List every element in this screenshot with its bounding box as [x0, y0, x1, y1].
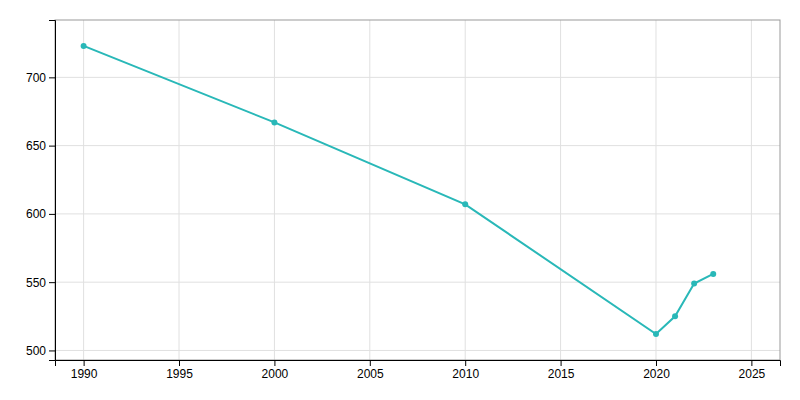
y-tick-mark — [49, 77, 55, 78]
point — [672, 313, 678, 319]
x-tick: 2000 — [262, 360, 289, 381]
chart-container: 1990 1995 2000 2005 2010 2015 2020 2025 500 550 60… — [0, 0, 800, 400]
plot: 1990 1995 2000 2005 2010 2015 2020 2025 500 550 60… — [26, 20, 781, 381]
line — [84, 46, 714, 334]
x-tick: 1995 — [166, 360, 193, 381]
x-tick: 2020 — [643, 360, 670, 381]
y-tick-label: 600 — [26, 207, 46, 221]
y-tick: 600 — [26, 207, 55, 221]
y-tick-label: 700 — [26, 71, 46, 85]
plot-frame — [55, 20, 780, 360]
y-tick-mark — [49, 350, 55, 351]
y-axis: 500 550 600 650 700 — [26, 21, 56, 361]
y-grid-line — [55, 350, 780, 351]
y-tick-mark — [49, 214, 55, 215]
x-tick: 2005 — [357, 360, 384, 381]
x-tick: 2025 — [739, 360, 766, 381]
x-tick-label: 1995 — [166, 367, 193, 381]
x-grid-line — [751, 20, 752, 360]
y-tick-mark — [49, 146, 55, 147]
y-tick: 650 — [26, 139, 55, 153]
point — [271, 119, 277, 125]
x-tick-label: 2010 — [452, 367, 479, 381]
x-tick: 1990 — [71, 360, 98, 381]
y-grid-line — [55, 282, 780, 283]
x-tick-mark — [561, 360, 562, 366]
chart: 1990 1995 2000 2005 2010 2015 2020 2025 500 550 60… — [0, 0, 800, 400]
x-tick-mark — [274, 360, 275, 366]
x-tick-mark — [656, 360, 657, 366]
x-tick-label: 1990 — [71, 367, 98, 381]
x-grid-line — [655, 20, 656, 360]
x-tick-mark — [179, 360, 180, 366]
x-grid-line — [274, 20, 275, 360]
x-tick-mark — [751, 360, 752, 366]
x-tick: 2010 — [452, 360, 479, 381]
y-axis-line — [49, 21, 56, 361]
point — [462, 201, 468, 207]
x-grid-line — [560, 20, 561, 360]
point — [710, 271, 716, 277]
x-axis: 1990 1995 2000 2005 2010 2015 2020 2025 — [56, 360, 781, 381]
point — [81, 43, 87, 49]
y-tick: 500 — [26, 344, 55, 358]
x-tick-label: 2025 — [739, 367, 766, 381]
point — [691, 281, 697, 287]
x-tick-mark — [370, 360, 371, 366]
x-tick-mark — [465, 360, 466, 366]
x-tick-mark — [84, 360, 85, 366]
x-tick-label: 2015 — [548, 367, 575, 381]
x-grid-line — [83, 20, 84, 360]
x-tick-label: 2000 — [262, 367, 289, 381]
y-tick-label: 650 — [26, 139, 46, 153]
y-tick-label: 550 — [26, 276, 46, 290]
grid — [55, 20, 780, 360]
x-grid-line — [465, 20, 466, 360]
y-tick-label: 500 — [26, 344, 46, 358]
y-tick: 700 — [26, 71, 55, 85]
x-grid-line — [179, 20, 180, 360]
y-grid-line — [55, 145, 780, 146]
point — [653, 331, 659, 337]
x-axis-line — [56, 361, 781, 367]
marks — [81, 43, 717, 337]
x-tick: 2015 — [548, 360, 575, 381]
x-tick-label: 2020 — [643, 367, 670, 381]
y-tick-mark — [49, 282, 55, 283]
y-tick: 550 — [26, 276, 55, 290]
x-tick-label: 2005 — [357, 367, 384, 381]
y-grid-line — [55, 213, 780, 214]
x-grid-line — [369, 20, 370, 360]
